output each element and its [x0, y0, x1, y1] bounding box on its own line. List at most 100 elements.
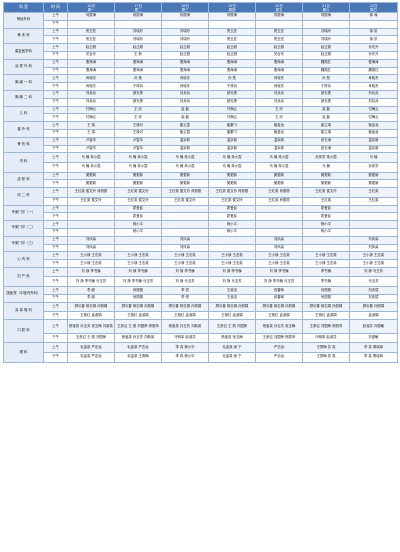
doctor-cell: 贺玉亚 [67, 35, 115, 45]
schedule-row: 骨 本 科上午 贺玉亚 刘瑞玲 刘瑞玲 贺玉亚 贺玉亚 刘瑞玲徐 凯 [3, 27, 398, 45]
doctor-cell: 孙东升 [349, 43, 398, 52]
doctor-cell: 王彦召 王 丽 刘国荣 [208, 319, 256, 334]
doctor-cell: 杨小平 [114, 227, 162, 237]
doctor-cell: 毛金泉 吴 宁 [208, 342, 256, 354]
department-name: 骨 本 科 [3, 27, 44, 45]
doctor-cell: 樊更新 [208, 179, 256, 189]
schedule-row: 下午李 超肖丽丽李 悦王淑洁 张春晖 肖丽丽 刘庆斌 [4, 293, 398, 303]
doctor-cell: 王 新 [114, 50, 162, 60]
doctor-cell: 肖丽丽 [302, 293, 350, 303]
schedule-body: 神经外科 上午 何振海 何振海 何振海 何振海 何振海 何振海徐 涛下午骨 本 科上午 贺玉亚刘… [3, 12, 398, 363]
doctor-cell [255, 220, 303, 229]
doctor-cell [161, 204, 209, 214]
doctor-cell [302, 235, 350, 245]
doctor-cell: 王 欣 [114, 105, 162, 115]
department-name: 皮 肤 科 [3, 171, 44, 189]
doctor-cell [161, 227, 209, 237]
doctor-cell: 赵正超 [161, 50, 209, 60]
doctor-cell: 王红英 侯文玲 [302, 187, 350, 198]
doctor-cell: 刘瑞玲 [161, 35, 209, 45]
doctor-cell: 刘瑞玲 [161, 27, 209, 37]
doctor-cell: 马 楠 朱小霞 [114, 161, 162, 173]
doctor-cell: 杨宝泉 孙玉芳 刘新英 [161, 319, 209, 334]
header-day-3: 18日 周三 [161, 2, 209, 13]
doctor-cell: 马玉芳 [349, 276, 398, 288]
doctor-cell: 刘 静 李书巍 [114, 266, 162, 278]
doctor-cell: 王红英 侯文玲 肖丽丽 [67, 187, 115, 198]
doctor-cell: 霍爱民 [302, 212, 350, 222]
doctor-cell: 李 悦 [161, 286, 209, 295]
department-name: 口 腔 科 [3, 319, 44, 344]
doctor-cell: 张文涛 [302, 144, 350, 154]
doctor-cell: 卢智华 [114, 144, 162, 154]
department-name: 儿 科 [3, 105, 44, 123]
doctor-cell: 刘兵兵 [67, 89, 115, 99]
doctor-cell: 魏振红 [302, 66, 350, 76]
doctor-cell: 王红英 [349, 196, 398, 206]
doctor-cell: 王小静 王志英 [255, 259, 303, 268]
session-label: 上午 [43, 342, 68, 354]
doctor-cell: 霍爱民 [302, 204, 350, 214]
doctor-cell: 刘兵兵 [349, 97, 398, 107]
doctor-cell: 徐 涛 [349, 12, 398, 21]
doctor-cell: 王艳红 孟淑娟 [302, 311, 350, 321]
doctor-cell: 付梅云 [67, 113, 115, 123]
doctor-cell: 曹海涛 [208, 58, 256, 68]
doctor-cell: 卢智华 [67, 144, 115, 154]
doctor-cell: 马 楠 朱小霞 [67, 161, 115, 173]
session-label: 上午 [43, 301, 68, 313]
doctor-cell: 李书巍 [302, 276, 350, 288]
doctor-cell: 李书巍 [302, 266, 350, 278]
doctor-cell: 曹海涛 [255, 58, 303, 68]
doctor-cell: 王红英 [302, 196, 350, 206]
schedule-row: 专家门诊（三） 上午 刘凤喜 刘凤喜 刘凤喜 刘凤喜 [3, 235, 398, 253]
doctor-cell: 何振海 [255, 12, 303, 21]
doctor-cell: 马 楠 [302, 161, 350, 173]
doctor-cell: 付梅云 [349, 113, 398, 123]
doctor-cell: 李 超 [67, 286, 115, 295]
doctor-cell: 王艳红 孟淑娟 [208, 311, 256, 321]
doctor-cell: 魏振红 [349, 66, 398, 76]
session-label: 上午 [43, 121, 68, 130]
session-label: 上午 [43, 43, 68, 52]
doctor-cell: 崔鹏飞 [208, 128, 256, 138]
doctor-cell: 刘兵兵 [67, 97, 115, 107]
doctor-cell: 邵光勇 [114, 89, 162, 99]
doctor-cell: 严志远 [255, 342, 303, 354]
doctor-cell: 顾长春 杨志娟 孙丽娟 [161, 301, 209, 313]
session-label: 上午 [43, 105, 68, 115]
doctor-cell: 刘 静 李书巍 马玉芳 [255, 276, 303, 288]
doctor-cell: 刘庆斌 [349, 286, 398, 295]
session-label: 下午 [43, 227, 68, 237]
doctor-cell: 杨小平 [208, 220, 256, 229]
doctor-cell: 肖晓东 [255, 74, 303, 84]
doctor-cell [161, 220, 209, 229]
doctor-cell: 霍爱民 [208, 212, 256, 222]
doctor-cell: 樊更新 [349, 171, 398, 181]
doctor-cell: 曹海涛 [67, 66, 115, 76]
doctor-cell: 樊更新 [114, 179, 162, 189]
doctor-cell: 杨小平 [208, 227, 256, 237]
doctor-cell [255, 204, 303, 214]
schedule-row: 骨 伤 科上午 卢智华 卢智华 温京新 温京新 温京新 张文涛 温京新 [3, 136, 398, 154]
session-label: 下午 [43, 332, 68, 344]
doctor-cell: 杨小平 [302, 227, 350, 237]
session-label: 上午 [43, 204, 68, 214]
doctor-cell [67, 227, 115, 237]
doctor-cell: 王彦召 王 丽 刘国荣 [67, 332, 115, 344]
doctor-cell: 贺玉亚 [255, 35, 303, 45]
doctor-cell: 王艳红 孟淑娟 [114, 311, 162, 321]
session-label: 下午 [43, 19, 68, 29]
doctor-cell: 樊更新 [114, 171, 162, 181]
doctor-cell [161, 19, 209, 29]
doctor-cell: 刘瑞玲 [114, 35, 162, 45]
doctor-cell [114, 19, 162, 29]
doctor-cell: 肖丽丽 [114, 293, 162, 303]
schedule-row: 胸 痛 二 科上午 刘兵兵 邵光勇 刘兵兵 邵光勇 刘兵兵 邵光勇 刘兵兵 [3, 89, 398, 107]
doctor-cell: 李 超 [67, 293, 115, 303]
schedule-row: 胸 痛 一 科上午 肖晓东孙 慧肖晓东孙 慧肖晓东孙 慧肖晓东 [3, 74, 398, 91]
doctor-cell: 付梅云 [208, 105, 256, 115]
doctor-cell: 王艳红 孟淑娟 [161, 311, 209, 321]
doctor-cell: 孙庆学 朱小霞 [302, 152, 350, 163]
schedule-row: 下午 曹海涛 曹海涛 曹海涛 曹海涛 曹海涛 魏振红 魏振红 [4, 66, 398, 76]
